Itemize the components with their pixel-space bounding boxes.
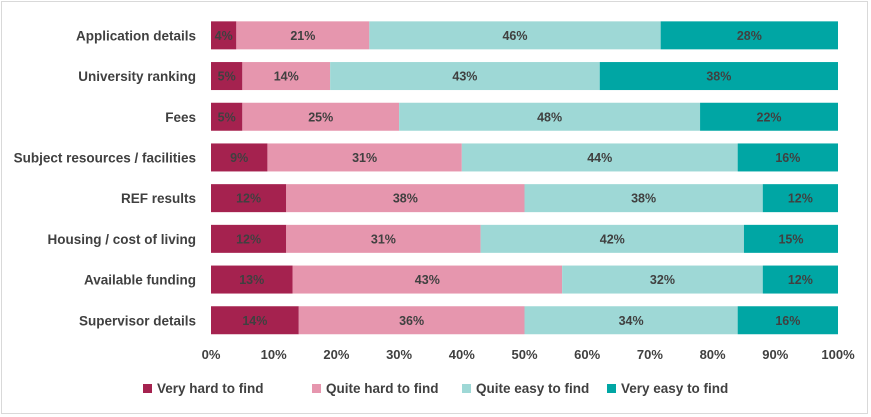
bar-segment-subject-resources-facilities-quite-easy-to-find [461,143,738,172]
data-label-housing-cost-of-living-quite-hard-to-find: 31% [371,232,396,246]
x-tick-label: 50% [511,347,537,362]
legend-label-very-hard-to-find: Very hard to find [157,381,264,396]
x-tick-label: 80% [700,347,726,362]
legend-swatch-very-easy-to-find [607,384,616,393]
data-label-supervisor-details-quite-easy-to-find: 34% [619,314,644,328]
bar-segment-housing-cost-of-living-very-hard-to-find [211,224,287,253]
bar-segment-available-funding-quite-easy-to-find [562,265,763,294]
x-tick-label: 100% [821,347,855,362]
data-label-available-funding-very-easy-to-find: 12% [788,273,813,287]
category-label-application-details: Application details [76,28,196,43]
data-label-supervisor-details-very-easy-to-find: 16% [775,314,800,328]
bar-segment-university-ranking-very-hard-to-find [211,62,243,91]
category-labels-layer: Application details University ranking Fee… [14,28,196,328]
bar-segment-ref-results-very-easy-to-find [762,184,838,213]
legend-swatch-quite-easy-to-find [462,384,471,393]
data-label-university-ranking-quite-hard-to-find: 14% [274,70,299,84]
bar-segment-university-ranking-quite-easy-to-find [330,62,600,91]
data-label-university-ranking-quite-easy-to-find: 43% [452,70,477,84]
x-tick-label: 0% [202,347,221,362]
bar-segment-university-ranking-quite-hard-to-find [242,62,331,91]
bar-segment-application-details-very-easy-to-find [660,21,838,50]
bar-segment-ref-results-quite-easy-to-find [524,184,763,213]
data-label-housing-cost-of-living-quite-easy-to-find: 42% [600,232,625,246]
legend-label-very-easy-to-find: Very easy to find [621,381,728,396]
data-label-university-ranking-very-easy-to-find: 38% [706,70,731,84]
data-label-available-funding-quite-easy-to-find: 32% [650,273,675,287]
bar-segment-housing-cost-of-living-quite-easy-to-find [480,224,744,253]
data-label-university-ranking-very-hard-to-find: 5% [218,70,236,84]
bar-segment-available-funding-very-easy-to-find [762,265,838,294]
data-label-housing-cost-of-living-very-hard-to-find: 12% [236,232,261,246]
bar-segment-university-ranking-very-easy-to-find [599,62,838,91]
bar-segment-application-details-quite-easy-to-find [369,21,661,50]
data-labels-layer: 4% 21% 46% 28% 5% 14% 43% 38% 5% 25% 48% 22% 9% 31% 44… [215,29,813,328]
x-tick-label: 90% [762,347,788,362]
legend-label-quite-hard-to-find: Quite hard to find [326,381,439,396]
bar-segment-housing-cost-of-living-quite-hard-to-find [286,224,481,253]
x-tick-label: 30% [386,347,412,362]
bar-segment-supervisor-details-quite-hard-to-find [298,306,525,335]
bar-segment-fees-quite-hard-to-find [242,102,400,131]
category-label-supervisor-details: Supervisor details [79,313,196,328]
data-label-supervisor-details-quite-hard-to-find: 36% [399,314,424,328]
bar-segment-ref-results-very-hard-to-find [211,184,287,213]
bar-segment-subject-resources-facilities-very-hard-to-find [211,143,268,172]
x-tick-label: 10% [261,347,287,362]
bar-segment-housing-cost-of-living-very-easy-to-find [743,224,838,253]
x-tick-label: 70% [637,347,663,362]
bar-segment-fees-quite-easy-to-find [399,102,701,131]
x-tick-label: 20% [323,347,349,362]
bar-segment-supervisor-details-quite-easy-to-find [524,306,738,335]
bar-segment-ref-results-quite-hard-to-find [286,184,525,213]
category-label-subject-resources-facilities: Subject resources / facilities [14,150,196,165]
bar-segment-application-details-quite-hard-to-find [236,21,370,50]
data-label-ref-results-quite-hard-to-find: 38% [393,192,418,206]
bar-segment-supervisor-details-very-easy-to-find [737,306,838,335]
data-label-application-details-very-hard-to-find: 4% [215,29,233,43]
data-label-ref-results-very-hard-to-find: 12% [236,192,261,206]
bar-segment-fees-very-hard-to-find [211,102,243,131]
data-label-subject-resources-facilities-quite-easy-to-find: 44% [587,151,612,165]
category-label-fees: Fees [165,110,196,125]
x-tick-label: 40% [449,347,475,362]
legend-label-quite-easy-to-find: Quite easy to find [476,381,589,396]
data-label-application-details-quite-easy-to-find: 46% [502,29,527,43]
legend-swatch-very-hard-to-find [143,384,152,393]
data-label-ref-results-quite-easy-to-find: 38% [631,192,656,206]
x-tick-label: 60% [574,347,600,362]
data-label-subject-resources-facilities-quite-hard-to-find: 31% [352,151,377,165]
bar-segment-available-funding-very-hard-to-find [211,265,293,294]
data-label-subject-resources-facilities-very-easy-to-find: 16% [775,151,800,165]
data-label-supervisor-details-very-hard-to-find: 14% [242,314,267,328]
data-label-fees-quite-easy-to-find: 48% [537,110,562,124]
data-label-fees-very-easy-to-find: 22% [757,110,782,124]
bar-segment-subject-resources-facilities-very-easy-to-find [737,143,838,172]
data-label-ref-results-very-easy-to-find: 12% [788,192,813,206]
category-label-housing-cost-of-living: Housing / cost of living [48,232,197,247]
bar-segment-subject-resources-facilities-quite-hard-to-find [267,143,462,172]
data-label-available-funding-very-hard-to-find: 13% [239,273,264,287]
data-label-fees-quite-hard-to-find: 25% [308,110,333,124]
bar-segment-application-details-very-hard-to-find [211,21,237,50]
data-label-application-details-very-easy-to-find: 28% [737,29,762,43]
category-label-university-ranking: University ranking [78,69,196,84]
bar-segment-fees-very-easy-to-find [700,102,838,131]
bars-layer [211,21,838,335]
legend-swatch-quite-hard-to-find [312,384,321,393]
category-label-ref-results: REF results [121,191,196,206]
data-label-subject-resources-facilities-very-hard-to-find: 9% [230,151,248,165]
data-label-application-details-quite-hard-to-find: 21% [290,29,315,43]
data-label-available-funding-quite-hard-to-find: 43% [415,273,440,287]
data-label-housing-cost-of-living-very-easy-to-find: 15% [778,232,803,246]
category-label-available-funding: Available funding [84,273,196,288]
bar-segment-available-funding-quite-hard-to-find [292,265,563,294]
bar-segment-supervisor-details-very-hard-to-find [211,306,299,335]
data-label-fees-very-hard-to-find: 5% [218,110,236,124]
x-axis: 0% 10% 20% 30% 40% 50% 60% 70% 80% 90% 100% [202,347,855,362]
legend: Very hard to find Quite hard to find Quite… [143,381,728,396]
